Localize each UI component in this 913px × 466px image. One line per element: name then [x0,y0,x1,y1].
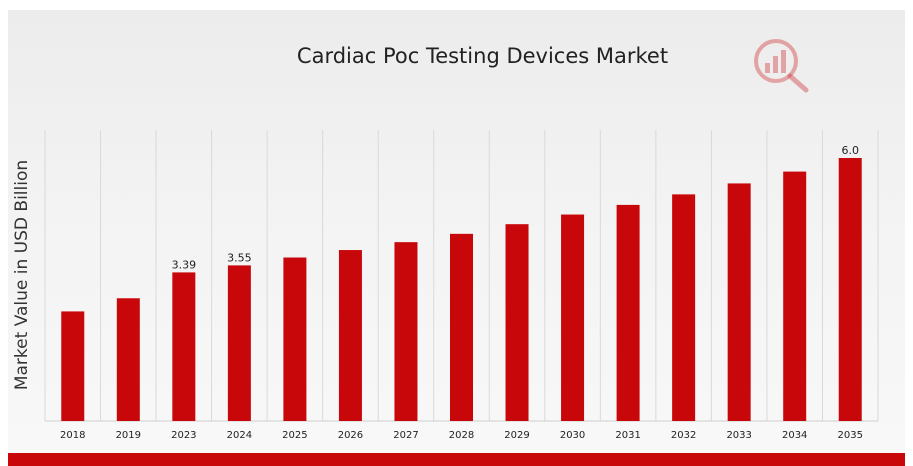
bar-2018 [61,311,85,421]
x-tick-label: 2029 [504,430,529,441]
x-tick-label: 2026 [338,430,363,441]
bar-2029 [505,224,529,421]
data-label: 6.0 [841,144,859,157]
bar-2028 [450,233,473,421]
bar-2026 [338,250,362,421]
x-tick-label: 2031 [615,430,640,441]
bar-2023 [172,272,196,421]
bar-2030 [561,214,585,421]
x-tick-label: 2025 [282,430,307,441]
x-tick-label: 2023 [171,430,196,441]
x-tick-label: 2027 [393,430,418,441]
bar-2032 [672,194,696,421]
x-tick-label: 2024 [227,430,252,441]
bar-2034 [783,171,807,421]
chart-title: Cardiac Poc Testing Devices Market [296,44,669,68]
x-tick-label: 2035 [838,430,863,441]
data-label: 3.39 [172,258,197,271]
bar-2024 [227,265,251,421]
brand-logo-icon [752,36,814,94]
x-tick-label: 2019 [116,430,141,441]
bottom-accent-bar [8,453,905,466]
bar-2033 [727,183,751,421]
x-tick-label: 2033 [726,430,751,441]
bar-2019 [116,298,140,421]
data-label: 3.55 [227,251,252,264]
bar-2031 [616,204,640,421]
x-tick-label: 2034 [782,430,807,441]
x-tick-label: 2032 [671,430,696,441]
x-tick-label: 2028 [449,430,474,441]
bar-2035 [838,158,862,421]
bar-2025 [283,257,307,421]
bar-2027 [394,242,418,421]
x-tick-label: 2018 [60,430,85,441]
x-tick-label: 2030 [560,430,585,441]
